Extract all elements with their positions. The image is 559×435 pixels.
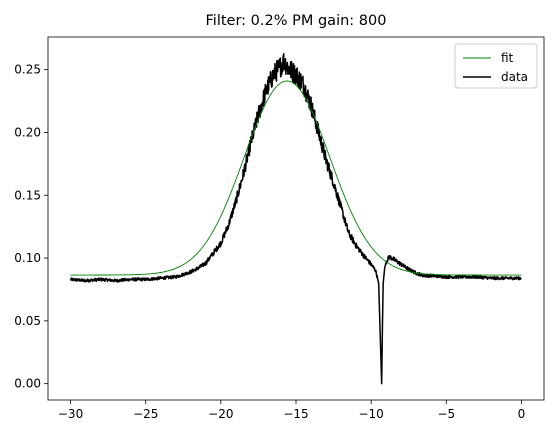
x-tick-label: −5 [437, 407, 455, 421]
y-tick-label: 0.25 [14, 63, 41, 77]
chart-title: Filter: 0.2% PM gain: 800 [206, 13, 387, 29]
series-line-fit [70, 80, 522, 276]
legend-label-data: data [501, 70, 528, 84]
y-tick-label: 0.20 [14, 125, 41, 139]
x-axis: −30 −25 −20 −15 −10 −5 0 [58, 400, 525, 421]
plot-area [69, 53, 522, 385]
legend: fit data [454, 43, 538, 89]
x-tick-label: −15 [283, 407, 308, 421]
x-tick-label: −25 [133, 407, 158, 421]
y-tick-label: 0.00 [14, 377, 41, 391]
y-tick-label: 0.10 [14, 251, 41, 265]
y-axis: 0.00 0.05 0.10 0.15 0.20 0.25 [14, 63, 48, 391]
y-tick-label: 0.05 [14, 314, 41, 328]
x-tick-label: −20 [208, 407, 233, 421]
x-tick-label: 0 [518, 407, 526, 421]
x-tick-label: −30 [58, 407, 83, 421]
series-line-data [69, 53, 522, 385]
legend-label-fit: fit [501, 51, 514, 65]
y-tick-label: 0.15 [14, 188, 41, 202]
x-tick-label: −10 [358, 407, 383, 421]
